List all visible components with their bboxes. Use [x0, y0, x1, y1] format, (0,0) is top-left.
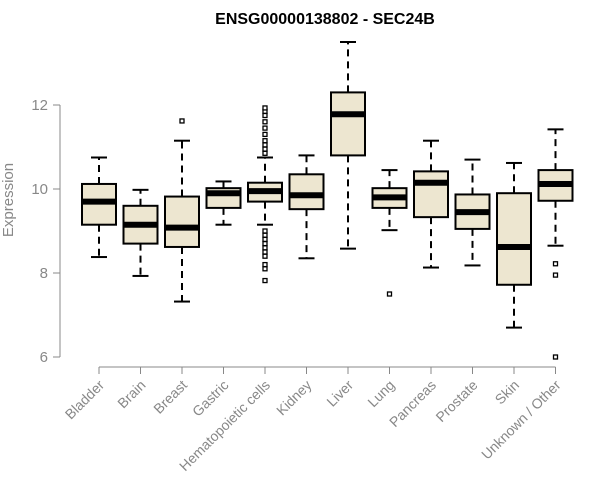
- x-tick-label: Prostate: [432, 377, 480, 425]
- x-tick-label: Skin: [492, 377, 523, 408]
- iqr-box: [330, 91, 366, 157]
- x-tick-label: Lung: [364, 377, 397, 410]
- box-prostate: [454, 158, 491, 267]
- outlier-point: [552, 272, 559, 278]
- y-tick-label: 12: [31, 97, 48, 114]
- box-breast: [164, 118, 200, 303]
- x-tick-label: Unknown / Other: [478, 377, 564, 463]
- outlier-point: [262, 253, 268, 259]
- outlier-point: [262, 112, 268, 119]
- box-kidney: [288, 154, 325, 260]
- x-tick-label: Breast: [150, 377, 190, 417]
- box-liver: [330, 41, 366, 250]
- outlier-point: [552, 261, 559, 267]
- iqr-box: [496, 192, 532, 286]
- y-tick-label: 8: [40, 265, 48, 282]
- box-skin: [496, 161, 532, 329]
- outlier-point: [179, 118, 185, 124]
- outlier-point: [262, 240, 268, 247]
- box-unknown-other: [537, 128, 574, 360]
- iqr-box: [413, 170, 449, 219]
- outlier-point: [262, 261, 268, 268]
- chart-title: ENSG00000138802 - SEC24B: [215, 11, 435, 28]
- outlier-point: [262, 228, 268, 234]
- y-tick-label: 10: [31, 181, 48, 198]
- outlier-point: [262, 266, 268, 272]
- outlier-point: [262, 138, 268, 144]
- outlier-point: [262, 125, 268, 131]
- iqr-box: [288, 173, 325, 211]
- outlier-point: [386, 291, 393, 297]
- outlier-point: [262, 146, 268, 152]
- outlier-point: [262, 232, 268, 238]
- outlier-point: [262, 277, 268, 284]
- outlier-point: [262, 245, 268, 251]
- outlier-point: [262, 119, 268, 125]
- box-lung: [371, 169, 408, 297]
- x-tick-label: Brain: [114, 377, 148, 411]
- box-hematopoietic-cells: [247, 105, 283, 284]
- outlier-point: [262, 249, 268, 255]
- outlier-point: [262, 150, 268, 156]
- box-bladder: [81, 156, 117, 259]
- box-plot-series: [81, 41, 574, 360]
- y-axis: 6 8 10 12: [31, 97, 61, 366]
- outlier-point: [262, 105, 268, 111]
- x-tick-label: Bladder: [62, 377, 108, 423]
- iqr-box: [164, 195, 200, 248]
- x-tick-label: Liver: [323, 377, 356, 410]
- outlier-point: [262, 236, 268, 243]
- box-gastric: [205, 180, 242, 226]
- box-pancreas: [413, 139, 449, 269]
- outlier-point: [552, 354, 559, 360]
- outlier-point: [262, 142, 268, 148]
- y-axis-label: Expression: [0, 163, 17, 237]
- box-brain: [122, 188, 159, 277]
- outlier-point: [262, 131, 268, 138]
- x-tick-label: Kidney: [273, 377, 315, 419]
- y-tick-label: 6: [40, 349, 48, 366]
